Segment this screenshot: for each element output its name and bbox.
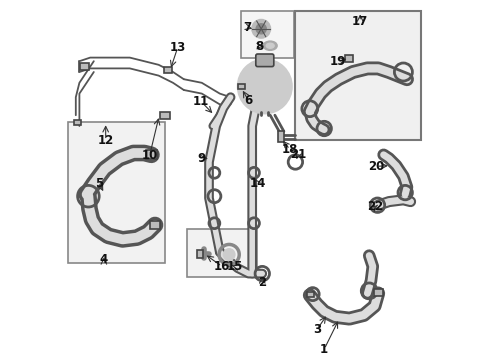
Text: 21: 21 <box>290 148 306 161</box>
Bar <box>374 289 383 296</box>
Text: 18: 18 <box>282 143 298 156</box>
Text: 8: 8 <box>255 40 264 53</box>
Text: 2: 2 <box>258 276 267 289</box>
Bar <box>164 67 171 73</box>
Text: 9: 9 <box>197 152 206 165</box>
Bar <box>187 229 257 277</box>
Circle shape <box>252 20 270 38</box>
Text: 16: 16 <box>214 260 230 273</box>
Bar <box>68 122 165 263</box>
Text: 15: 15 <box>227 260 243 273</box>
Bar <box>345 55 353 62</box>
Text: 5: 5 <box>95 177 103 190</box>
Bar <box>197 250 203 258</box>
Bar <box>149 221 160 229</box>
Circle shape <box>256 24 266 34</box>
Text: 4: 4 <box>100 253 108 266</box>
FancyBboxPatch shape <box>256 54 274 67</box>
Text: 7: 7 <box>244 21 251 34</box>
Bar <box>160 112 171 119</box>
Ellipse shape <box>266 43 274 48</box>
Bar <box>146 150 157 159</box>
Bar <box>74 120 81 125</box>
Bar <box>295 11 421 140</box>
Text: 12: 12 <box>98 134 114 147</box>
Circle shape <box>223 249 235 260</box>
Bar <box>278 131 284 142</box>
Bar <box>242 11 294 58</box>
Text: 22: 22 <box>367 201 384 213</box>
Bar <box>80 63 89 70</box>
Text: 14: 14 <box>249 177 266 190</box>
Text: 1: 1 <box>320 343 328 356</box>
Text: 6: 6 <box>245 94 253 107</box>
Text: 3: 3 <box>313 323 321 336</box>
Text: 19: 19 <box>330 55 346 68</box>
Bar <box>307 292 315 297</box>
Text: 13: 13 <box>170 41 186 54</box>
Text: 11: 11 <box>193 95 209 108</box>
Text: 10: 10 <box>142 149 158 162</box>
Text: 17: 17 <box>352 15 368 28</box>
Bar <box>238 84 245 89</box>
Circle shape <box>238 59 292 113</box>
Ellipse shape <box>263 41 277 50</box>
Text: 20: 20 <box>368 160 385 173</box>
